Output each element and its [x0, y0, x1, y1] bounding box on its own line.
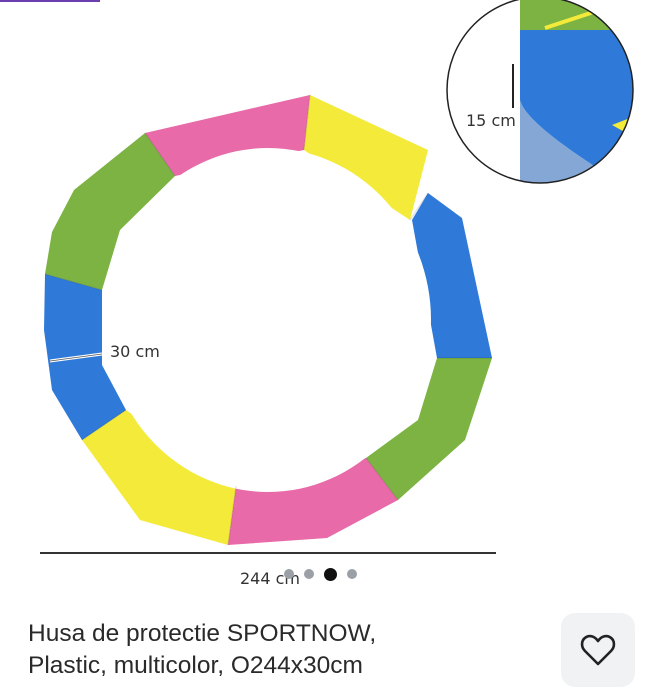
pad-inner-hole — [105, 148, 431, 492]
gallery-dot-active[interactable] — [324, 567, 337, 581]
dimension-height-label: 15 cm — [466, 111, 516, 130]
product-image[interactable] — [0, 0, 663, 600]
product-title-line-1: Husa de protectie SPORTNOW, — [28, 620, 377, 647]
gallery-pagination — [284, 566, 357, 582]
gallery-dot-4[interactable] — [347, 569, 357, 579]
gallery-dot-2[interactable] — [304, 569, 314, 579]
product-title: Husa de protectie SPORTNOW, Plastic, mul… — [28, 618, 548, 682]
pad-segment-green-left — [45, 133, 175, 290]
pad-segment-green-right — [366, 358, 492, 500]
top-accent-bar — [0, 0, 100, 2]
favorite-button[interactable] — [561, 613, 635, 687]
gallery-dot-1[interactable] — [284, 569, 294, 579]
pad-segment-yellow-bottom — [82, 410, 236, 545]
heart-outline-icon — [580, 634, 616, 666]
pad-segment-yellow-top — [304, 95, 428, 220]
dimension-width-label: 30 cm — [110, 342, 160, 361]
product-title-line-2: Plastic, multicolor, O244x30cm — [28, 652, 363, 679]
trampoline-pad-ring — [44, 94, 492, 546]
pad-segment-blue-right — [412, 193, 492, 358]
inset-detail-circle — [446, 0, 634, 184]
